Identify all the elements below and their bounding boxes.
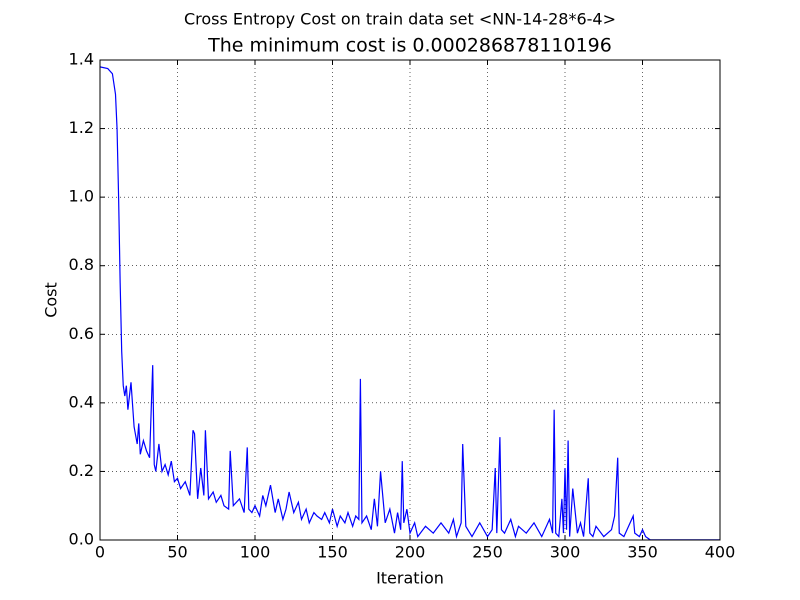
chart-suptitle: Cross Entropy Cost on train data set <NN… bbox=[184, 10, 616, 29]
y-tick-label: 1.2 bbox=[69, 118, 94, 137]
y-tick-label: 1.0 bbox=[69, 187, 94, 206]
y-tick-label: 0.4 bbox=[69, 392, 94, 411]
x-tick-label: 400 bbox=[705, 543, 736, 562]
y-axis-label: Cost bbox=[42, 282, 61, 318]
chart-title: The minimum cost is 0.000286878110196 bbox=[207, 35, 612, 57]
x-tick-label: 200 bbox=[395, 543, 426, 562]
y-tick-label: 0.8 bbox=[69, 255, 94, 274]
x-axis-label: Iteration bbox=[376, 569, 444, 588]
plot-frame bbox=[99, 59, 721, 541]
data-line bbox=[99, 66, 720, 541]
x-tick-label: 250 bbox=[472, 543, 503, 562]
x-tick-label: 100 bbox=[240, 543, 271, 562]
x-tick-label: 50 bbox=[167, 543, 187, 562]
y-tick-label: 1.4 bbox=[69, 50, 94, 69]
x-tick-label: 150 bbox=[317, 543, 348, 562]
x-tick-label: 0 bbox=[95, 543, 105, 562]
x-tick-label: 350 bbox=[627, 543, 658, 562]
y-tick-label: 0.0 bbox=[69, 530, 94, 549]
y-tick-label: 0.6 bbox=[69, 324, 94, 343]
x-tick-label: 300 bbox=[550, 543, 581, 562]
y-tick-label: 0.2 bbox=[69, 461, 94, 480]
